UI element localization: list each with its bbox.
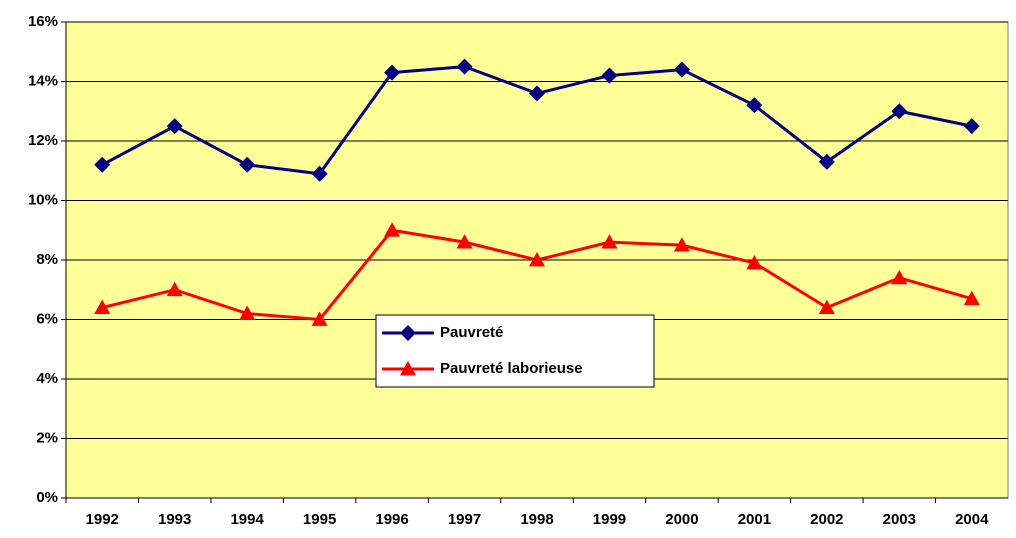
y-tick-label: 14% xyxy=(28,72,58,89)
diamond-marker xyxy=(456,58,473,75)
diamond-marker xyxy=(673,61,690,78)
x-tick-label: 1992 xyxy=(86,511,119,528)
triangle-marker xyxy=(456,234,473,249)
diamond-marker xyxy=(94,156,111,173)
y-tick-label: 2% xyxy=(36,429,58,446)
triangle-marker xyxy=(529,252,545,267)
diamond-marker xyxy=(746,97,763,114)
triangle-marker xyxy=(166,281,183,297)
diamond-marker xyxy=(239,156,256,173)
diamond-marker xyxy=(601,67,618,84)
triangle-marker xyxy=(400,361,416,376)
legend-box xyxy=(375,314,655,388)
diamond-marker xyxy=(311,165,328,182)
legend-label: Pauvreté xyxy=(440,324,503,341)
y-tick-label: 4% xyxy=(36,370,58,387)
x-tick-label: 1995 xyxy=(303,511,336,528)
y-tick-label: 16% xyxy=(28,13,58,30)
legend-label: Pauvreté laborieuse xyxy=(440,360,583,377)
x-tick-label: 2002 xyxy=(810,511,843,528)
y-tick-label: 12% xyxy=(28,132,58,149)
x-tick-label: 2004 xyxy=(955,511,989,528)
diamond-marker xyxy=(166,118,183,135)
triangle-marker xyxy=(601,234,618,249)
triangle-marker xyxy=(963,290,980,306)
diamond-marker xyxy=(384,64,401,81)
x-tick-label: 1993 xyxy=(158,511,191,528)
x-tick-label: 2003 xyxy=(883,511,916,528)
y-tick-label: 6% xyxy=(36,310,58,327)
diamond-marker xyxy=(891,103,908,120)
y-tick-label: 0% xyxy=(36,489,58,506)
triangle-marker xyxy=(311,311,328,326)
legend: Pauvreté Pauvreté laborieuse xyxy=(375,314,655,388)
x-tick-label: 1997 xyxy=(448,511,481,528)
triangle-marker xyxy=(384,222,401,237)
triangle-marker xyxy=(818,299,835,314)
diamond-marker xyxy=(400,325,416,341)
triangle-marker xyxy=(891,269,908,285)
x-tick-label: 1998 xyxy=(520,511,553,528)
diamond-marker xyxy=(529,85,545,102)
x-tick-label: 1996 xyxy=(375,511,408,528)
x-tick-label: 1999 xyxy=(593,511,626,528)
triangle-marker xyxy=(239,305,256,320)
y-tick-label: 10% xyxy=(28,191,58,208)
x-tick-label: 1994 xyxy=(230,511,264,528)
diamond-marker xyxy=(963,118,980,135)
triangle-marker xyxy=(94,299,111,314)
x-tick-label: 2001 xyxy=(738,511,771,528)
triangle-marker xyxy=(673,237,690,252)
triangle-marker xyxy=(746,254,763,270)
x-tick-label: 2000 xyxy=(665,511,698,528)
diamond-marker xyxy=(818,153,835,170)
y-tick-label: 8% xyxy=(36,251,58,268)
